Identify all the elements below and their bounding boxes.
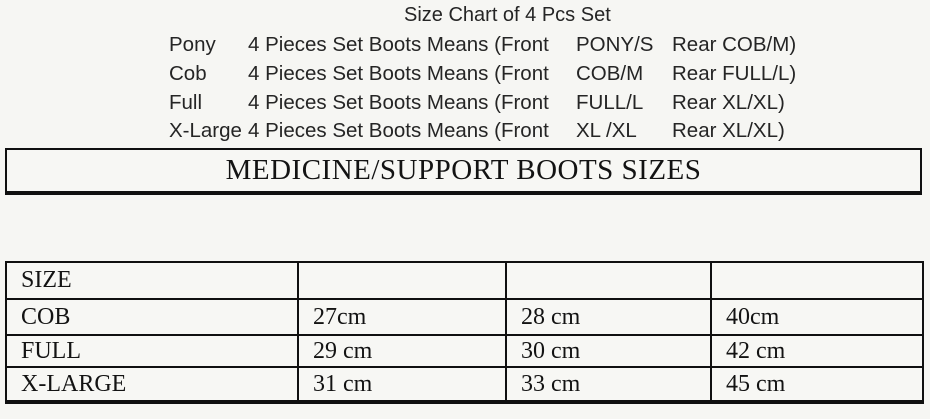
legend-row-full: Full 4 Pieces Set Boots Means (Front FUL… [169, 89, 796, 118]
table-header-row: SIZE [5, 261, 924, 300]
row-value: 45 cm [710, 366, 924, 404]
row-value: 30 cm [505, 334, 712, 368]
legend-rear-size: Rear XL/XL) [672, 90, 785, 114]
row-value: 42 cm [710, 334, 924, 368]
row-value: 33 cm [505, 366, 712, 404]
table-row-xlarge: X-LARGE 31 cm 33 cm 45 cm [5, 366, 924, 404]
row-size-label: COB [5, 298, 299, 336]
table-header-cell [505, 261, 712, 300]
row-value: 28 cm [505, 298, 712, 336]
table-header-cell [297, 261, 507, 300]
legend-size-name: Full [169, 90, 203, 114]
row-value: 31 cm [297, 366, 507, 404]
legend-row-pony: Pony 4 Pieces Set Boots Means (Front PON… [169, 31, 796, 60]
table-header-cell [710, 261, 924, 300]
row-value: 40cm [710, 298, 924, 336]
legend-desc: 4 Pieces Set Boots Means (Front [248, 119, 549, 143]
legend-size-name: Pony [169, 33, 216, 56]
table-header-size: SIZE [5, 261, 299, 300]
row-size-label: X-LARGE [5, 366, 299, 404]
legend-desc: 4 Pieces Set Boots Means (Front [248, 61, 549, 85]
legend-row-xlarge: X-Large 4 Pieces Set Boots Means (Front … [169, 117, 796, 146]
set-legend: Pony 4 Pieces Set Boots Means (Front PON… [169, 31, 796, 146]
legend-front-size: COB/M [576, 61, 644, 85]
row-size-label: FULL [5, 334, 299, 368]
banner-title: MEDICINE/SUPPORT BOOTS SIZES [225, 154, 702, 186]
legend-rear-size: Rear COB/M) [672, 33, 797, 56]
legend-size-name: Cob [169, 61, 207, 85]
legend-desc: 4 Pieces Set Boots Means (Front [248, 90, 549, 114]
legend-size-name: X-Large [169, 119, 242, 143]
legend-front-size: PONY/S [576, 33, 654, 56]
legend-row-cob: Cob 4 Pieces Set Boots Means (Front COB/… [169, 60, 796, 89]
table-row-full: FULL 29 cm 30 cm 42 cm [5, 334, 924, 368]
legend-rear-size: Rear XL/XL) [672, 119, 785, 143]
legend-front-size: XL /XL [576, 119, 637, 143]
medicine-boots-banner: MEDICINE/SUPPORT BOOTS SIZES [5, 148, 922, 195]
row-value: 29 cm [297, 334, 507, 368]
legend-front-size: FULL/L [576, 90, 644, 114]
row-value: 27cm [297, 298, 507, 336]
page-title: Size Chart of 4 Pcs Set [404, 4, 611, 26]
table-row-cob: COB 27cm 28 cm 40cm [5, 298, 924, 336]
size-table: SIZE COB 27cm 28 cm 40cm FULL 29 cm 30 c… [5, 261, 924, 404]
legend-desc: 4 Pieces Set Boots Means (Front [248, 33, 549, 56]
legend-rear-size: Rear FULL/L) [672, 61, 797, 85]
